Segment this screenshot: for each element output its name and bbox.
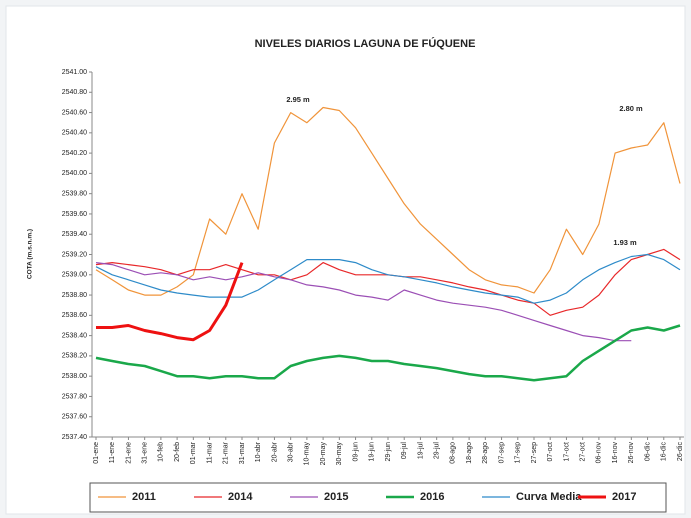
- y-tick-label: 2540.20: [62, 150, 87, 157]
- x-tick-label: 29-jul: [434, 442, 441, 460]
- y-tick-label: 2539.80: [62, 191, 87, 198]
- x-tick-label: 01-mar: [190, 441, 197, 464]
- x-tick-label: 06-dic: [644, 442, 651, 462]
- x-tick-label: 10-feb: [158, 442, 165, 462]
- x-tick-label: 30-may: [336, 442, 343, 466]
- y-tick-label: 2538.80: [62, 292, 87, 299]
- y-tick-label: 2540.40: [62, 130, 87, 137]
- x-tick-label: 29-jun: [385, 442, 392, 462]
- series-line: [95, 253, 681, 304]
- legend-label: 2011: [132, 491, 156, 503]
- x-tick-label: 20-feb: [174, 442, 181, 462]
- chart-title: NIVELES DIARIOS LAGUNA DE FÚQUENE: [255, 37, 476, 50]
- x-tick-label: 16-nov: [612, 442, 619, 464]
- legend-label: Curva Media: [516, 491, 582, 503]
- x-tick-label: 09-jun: [352, 442, 359, 462]
- x-tick-label: 19-jun: [369, 442, 376, 462]
- card: [5, 5, 686, 515]
- x-tick-label: 26-nov: [628, 442, 635, 464]
- series-line: [95, 262, 632, 342]
- series-line: [95, 324, 681, 382]
- x-tick-label: 07-oct: [547, 442, 554, 462]
- x-tick-label: 01-ene: [93, 442, 100, 464]
- y-tick-label: 2537.60: [62, 414, 87, 421]
- annotation: 1.93 m: [613, 238, 637, 247]
- y-tick-label: 2538.00: [62, 373, 87, 380]
- x-tick-label: 31-mar: [239, 441, 246, 464]
- x-tick-label: 08-ago: [450, 442, 457, 464]
- y-tick-label: 2539.60: [62, 211, 87, 218]
- y-tick-label: 2538.60: [62, 312, 87, 319]
- y-tick-label: 2539.40: [62, 231, 87, 238]
- y-tick-label: 2541.00: [62, 69, 87, 76]
- y-tick-label: 2538.20: [62, 353, 87, 360]
- y-tick-label: 2537.40: [62, 434, 87, 441]
- series-line: [96, 262, 244, 342]
- x-tick-label: 06-nov: [596, 442, 603, 464]
- x-tick-label: 17-sep: [515, 442, 522, 464]
- x-tick-label: 17-oct: [563, 442, 570, 462]
- y-tick-label: 2539.20: [62, 251, 87, 258]
- x-tick-label: 16-dic: [661, 442, 668, 462]
- x-tick-label: 09-jul: [401, 442, 408, 460]
- x-tick-label: 30-abr: [288, 441, 295, 462]
- annotation: 2.80 m: [619, 104, 643, 113]
- x-tick-label: 10-abr: [255, 441, 262, 462]
- x-tick-label: 28-ago: [482, 442, 489, 464]
- x-tick-label: 21-mar: [223, 441, 230, 464]
- x-tick-label: 19-jul: [417, 442, 424, 460]
- x-tick-label: 31-ene: [142, 442, 149, 464]
- y-tick-label: 2540.80: [62, 89, 87, 96]
- y-tick-label: 2540.00: [62, 170, 87, 177]
- x-tick-label: 27-sep: [531, 442, 538, 464]
- legend-label: 2017: [612, 491, 636, 503]
- x-tick-label: 07-sep: [498, 442, 505, 464]
- x-tick-label: 20-may: [320, 442, 327, 466]
- x-tick-label: 20-abr: [271, 441, 278, 462]
- y-axis-label: COTA (m.s.n.m.): [27, 229, 34, 279]
- x-tick-label: 18-ago: [466, 442, 473, 464]
- annotation: 2.95 m: [286, 95, 310, 104]
- x-tick-label: 11-mar: [206, 441, 213, 463]
- legend-label: 2016: [420, 491, 444, 503]
- x-tick-label: 26-dic: [677, 442, 684, 462]
- x-tick-label: 27-oct: [580, 442, 587, 462]
- x-tick-label: 11-ene: [109, 442, 116, 463]
- legend-label: 2015: [324, 491, 348, 503]
- x-tick-label: 21-ene: [125, 442, 132, 464]
- y-tick-label: 2538.40: [62, 332, 87, 339]
- y-tick-label: 2537.80: [62, 393, 87, 400]
- legend-box: [89, 482, 667, 513]
- series-line: [95, 106, 681, 296]
- y-tick-label: 2540.60: [62, 109, 87, 116]
- legend-label: 2014: [228, 491, 253, 503]
- x-tick-label: 10-may: [304, 442, 311, 466]
- y-tick-label: 2539.00: [62, 272, 87, 279]
